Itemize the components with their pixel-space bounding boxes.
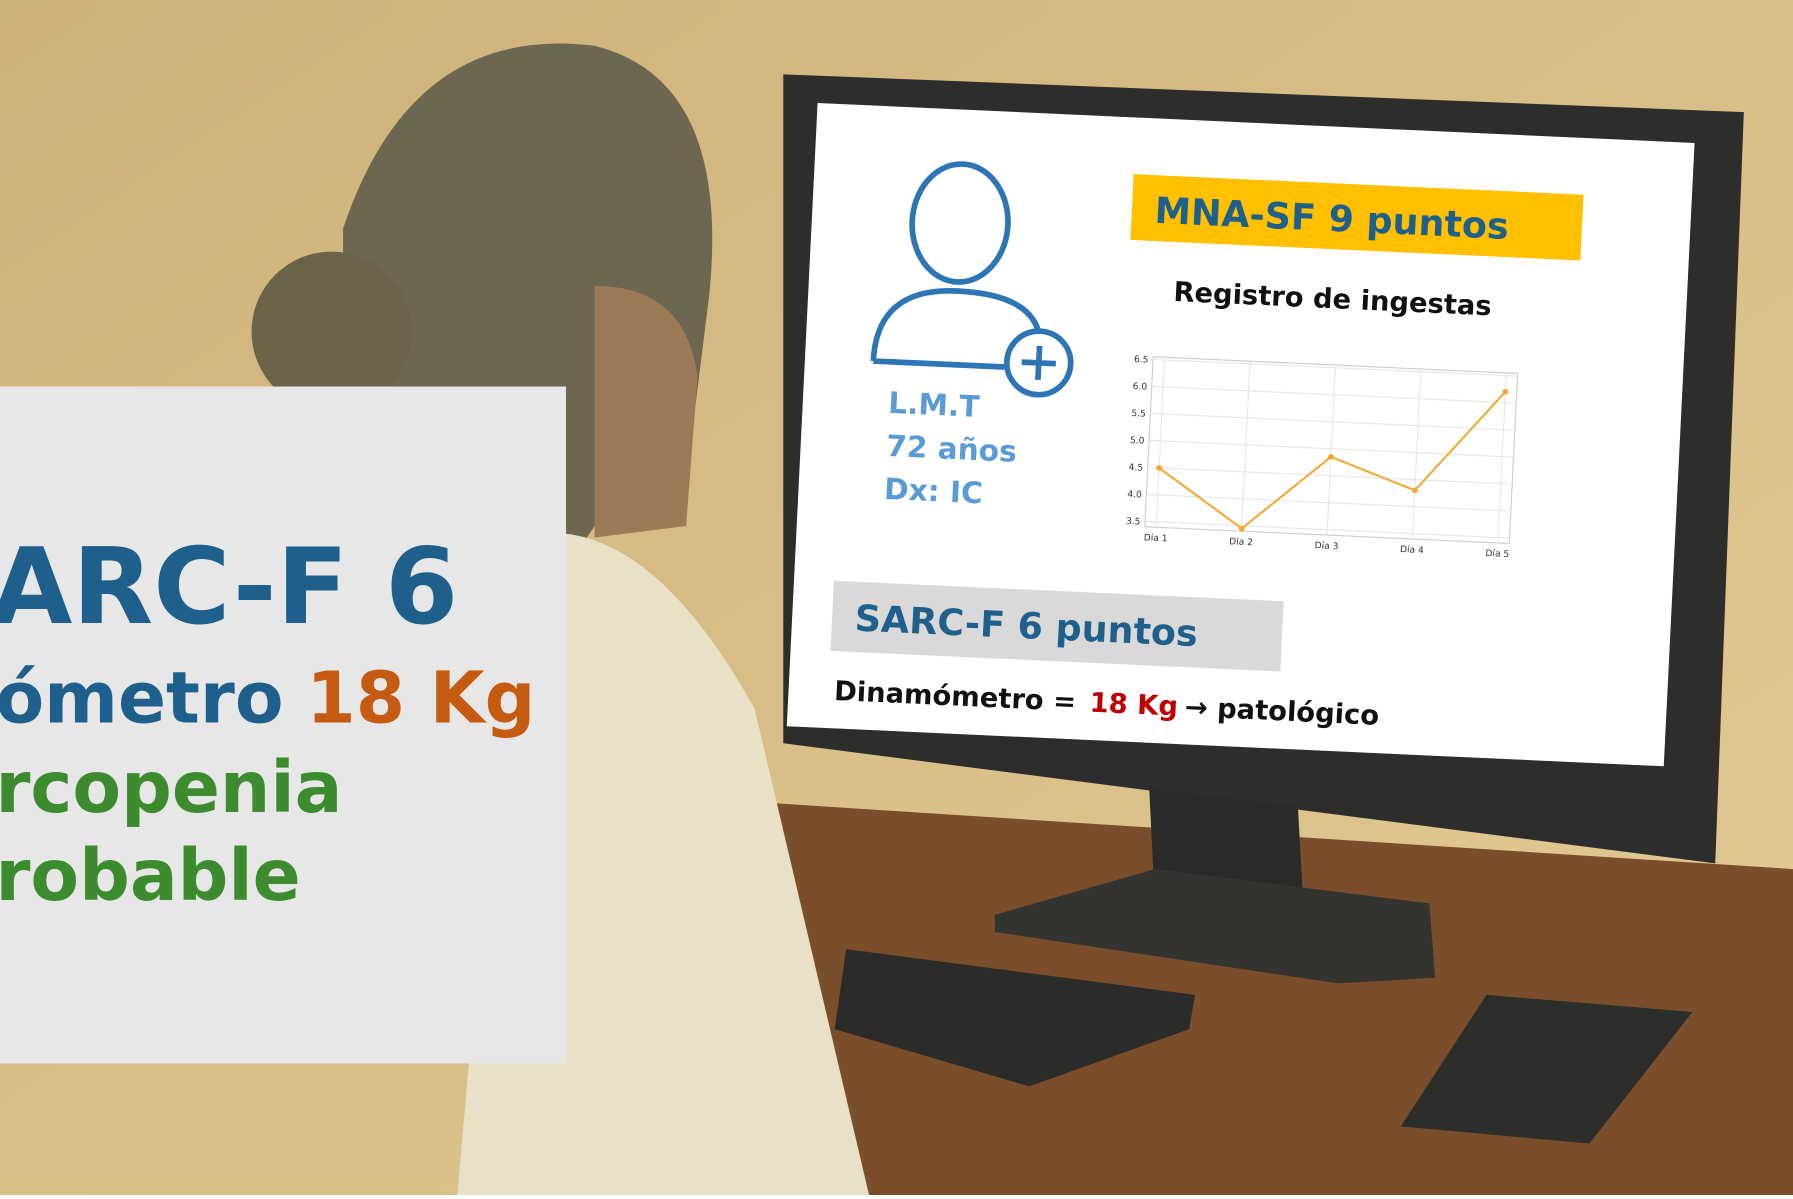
y-tick-label: 6.0: [1132, 382, 1147, 393]
grid-line-x: [1326, 365, 1336, 536]
user-icon: [870, 161, 1074, 398]
overlay-box: [0, 386, 567, 1064]
face: [594, 285, 698, 538]
overlay-line2b: 18 Kg: [306, 657, 535, 740]
patient-line: 72 años: [885, 429, 1017, 469]
overlay-line3: rcopenia: [0, 746, 342, 829]
overlay-line2a: ómetro: [0, 657, 284, 740]
data-point: [1238, 525, 1245, 532]
x-tick-label: Día 5: [1485, 549, 1509, 560]
x-tick-label: Día 2: [1229, 537, 1253, 548]
screen: MNA-SF 9 puntos Registro de ingestas SAR…: [786, 102, 1695, 767]
x-tick-label: Día 3: [1314, 541, 1338, 552]
data-point: [1502, 388, 1509, 395]
data-point: [1328, 454, 1334, 460]
grid-line-x: [1411, 368, 1422, 540]
grid-line-x: [1241, 361, 1251, 532]
phone: [1400, 994, 1693, 1144]
y-tick-label: 3.5: [1126, 517, 1141, 528]
y-tick-label: 4.0: [1127, 490, 1142, 501]
overlay-line2: ómetro 18 Kg: [0, 657, 535, 740]
data-point: [1411, 487, 1418, 494]
overlay-line4: robable: [0, 834, 301, 917]
y-tick-label: 6.5: [1134, 355, 1149, 366]
dyn-value: 18 Kg: [1089, 688, 1179, 723]
patient-line: Dx: IC: [883, 472, 983, 510]
y-tick-label: 5.5: [1131, 409, 1146, 420]
overlay-line1: ARC-F 6: [0, 525, 458, 648]
y-tick-label: 4.5: [1128, 463, 1143, 474]
keyboard: [834, 949, 1195, 1087]
grid-line-x: [1155, 357, 1166, 528]
data-point: [1156, 465, 1162, 471]
sarc-box: [830, 580, 1284, 672]
grid-line-x: [1497, 372, 1507, 543]
mna-box: [1130, 174, 1584, 261]
patient-line: L.M.T: [888, 386, 981, 424]
y-tick-label: 5.0: [1130, 436, 1145, 447]
monitor-base: [994, 869, 1436, 984]
x-tick-label: Día 4: [1400, 545, 1424, 556]
hair-bun: [251, 251, 412, 412]
x-tick-label: Día 1: [1143, 533, 1167, 544]
